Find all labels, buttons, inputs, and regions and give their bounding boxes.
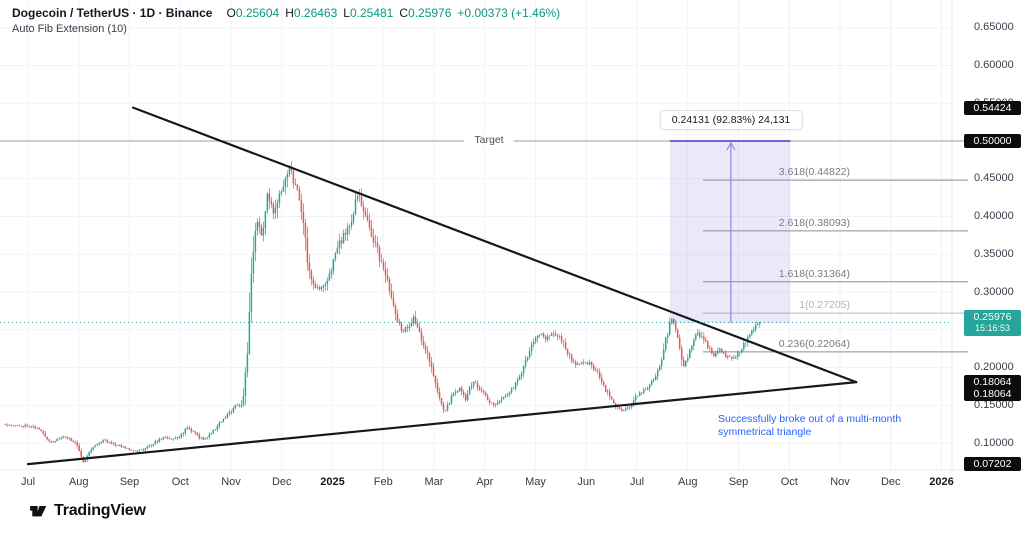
time-axis-label: 2026 — [929, 476, 954, 488]
high-value: 0.26463 — [293, 6, 338, 20]
time-axis-label: Jun — [577, 476, 596, 488]
target-line-label[interactable]: Target — [466, 134, 512, 147]
tradingview-logo[interactable]: TradingView — [28, 501, 146, 521]
time-axis-label: Apr — [476, 476, 494, 488]
price-tick-label: 0.35000 — [974, 247, 1014, 260]
countdown-timer: 15:16:53 — [974, 323, 1011, 333]
price-tick-label: 0.30000 — [974, 285, 1014, 298]
breakout-annotation-text[interactable]: Successfully broke out of a multi-month … — [718, 413, 902, 438]
time-axis-label: Aug — [68, 476, 89, 488]
high-label: H — [285, 6, 294, 20]
candle-bodies-down — [4, 166, 733, 463]
time-axis-label: Sep — [119, 476, 140, 488]
price-tick-label: 0.60000 — [974, 59, 1014, 71]
measurement-region[interactable] — [669, 141, 791, 324]
chart-legend: Dogecoin / TetherUS · 1D · Binance O0.256… — [12, 6, 560, 21]
price-tick-label: 0.65000 — [974, 21, 1014, 34]
low-value: 0.25481 — [349, 6, 394, 20]
price-axis-badge: 0.18064 — [964, 375, 1021, 390]
price-tick-label: 0.45000 — [974, 172, 1014, 185]
fib-level-label: 3.618(0.44822) — [778, 166, 850, 179]
price-axis-badge: 0.50000 — [964, 134, 1021, 148]
price-axis-badge: 0.54424 — [964, 100, 1021, 115]
time-axis-label: Aug — [677, 476, 698, 488]
measurement-arrow-head — [726, 141, 736, 151]
time-axis-label: Dec — [880, 476, 901, 488]
low-label: L — [343, 6, 350, 20]
candle-bodies-up — [14, 166, 761, 463]
trendline-upper[interactable] — [131, 106, 858, 384]
price-tick-label: 0.15000 — [974, 398, 1014, 411]
time-axis-label: Jul — [20, 476, 36, 488]
time-axis-label: May — [525, 476, 546, 488]
fib-level-label: 0.236(0.22064) — [778, 337, 850, 350]
time-axis-label: Dec — [271, 476, 292, 488]
price-range-measure-label[interactable]: 0.24131 (92.83%) 24,131 — [659, 110, 803, 130]
change-value: +0.00373 (+1.46%) — [457, 6, 561, 20]
price-tick-label: 0.10000 — [974, 436, 1014, 449]
time-axis-label: Oct — [171, 476, 189, 488]
candle-wicks-down — [4, 161, 733, 463]
close-value: 0.25976 — [408, 6, 452, 20]
last-price-badge: 0.25976 15:16:53 — [964, 310, 1021, 336]
price-axis-badge: 0.07202 — [964, 457, 1021, 472]
time-axis-label: Nov — [830, 476, 850, 488]
open-value: 0.25604 — [235, 6, 280, 20]
time-axis-label: Mar — [424, 476, 444, 488]
symbol-title[interactable]: Dogecoin / TetherUS · 1D · Binance — [12, 6, 213, 20]
price-tick-label: 0.20000 — [974, 361, 1014, 373]
open-label: O — [226, 6, 236, 20]
time-axis-label: Nov — [221, 476, 241, 488]
trendline-lower[interactable] — [26, 381, 858, 466]
price-tick-label: 0.40000 — [974, 210, 1014, 222]
candle-wicks-up — [14, 164, 761, 463]
fib-level-label: 1(0.27205) — [799, 299, 850, 312]
tradingview-logo-icon — [30, 506, 47, 517]
time-axis-label: Jul — [629, 476, 645, 488]
time-axis-label: Sep — [728, 476, 749, 488]
tradingview-logo-text: TradingView — [54, 502, 146, 519]
time-axis-label: Feb — [373, 476, 393, 488]
indicator-legend[interactable]: Auto Fib Extension (10) — [12, 23, 127, 35]
fib-level-label: 1.618(0.31364) — [778, 267, 850, 280]
last-price-value: 0.25976 — [973, 311, 1012, 323]
fib-level-label: 2.618(0.38093) — [778, 216, 850, 229]
time-axis-label: Oct — [780, 476, 798, 488]
close-label: C — [399, 6, 409, 20]
time-axis-label: 2025 — [320, 476, 345, 488]
price-axis-badge: 0.18064 — [964, 386, 1021, 401]
